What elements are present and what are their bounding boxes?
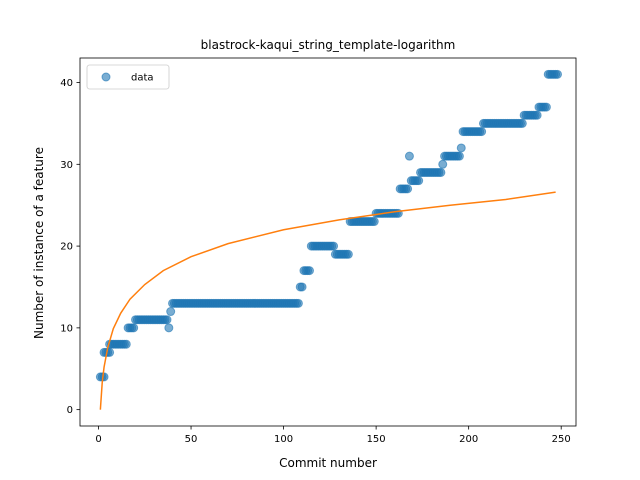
data-point xyxy=(129,323,139,333)
data-point xyxy=(343,249,353,259)
data-point xyxy=(552,69,562,79)
data-point xyxy=(456,143,466,153)
y-tick-label: 30 xyxy=(60,160,73,171)
data-point xyxy=(162,315,172,325)
x-tick-label: 200 xyxy=(459,434,478,445)
legend-label: data xyxy=(131,73,154,84)
data-point xyxy=(121,339,131,349)
x-tick-label: 100 xyxy=(274,434,293,445)
data-point xyxy=(403,184,413,194)
data-point xyxy=(99,372,109,382)
y-tick-label: 40 xyxy=(60,78,73,89)
legend-marker xyxy=(101,72,111,82)
plot-area: 0 50 100 150 200 250 0 10 20 30 40 data xyxy=(60,57,577,445)
x-axis-title: Commit number xyxy=(279,456,377,470)
y-tick-label: 0 xyxy=(67,405,73,416)
y-tick-label: 20 xyxy=(60,242,73,253)
data-point xyxy=(166,307,176,317)
data-point xyxy=(414,176,424,186)
x-tick-label: 150 xyxy=(367,434,386,445)
legend-box xyxy=(86,64,170,90)
data-point xyxy=(164,323,174,333)
data-point xyxy=(532,110,542,120)
data-point xyxy=(304,266,314,276)
data-point xyxy=(297,282,307,292)
fit-line xyxy=(99,191,556,410)
y-tick-label: 10 xyxy=(60,323,73,334)
data-point xyxy=(438,159,448,169)
data-point xyxy=(404,151,414,161)
data-point xyxy=(517,118,527,128)
data-point xyxy=(436,167,446,177)
x-tick-label: 50 xyxy=(185,434,198,445)
axes-frame xyxy=(79,57,577,427)
data-point xyxy=(454,151,464,161)
y-axis-title: Number of instance of a feature xyxy=(32,147,46,339)
data-point xyxy=(369,217,379,227)
data-point xyxy=(541,102,551,112)
data-point xyxy=(329,241,339,251)
data-point xyxy=(477,127,487,137)
x-tick-label: 250 xyxy=(552,434,571,445)
chart-title: blastrock-kaqui_string_template-logarith… xyxy=(201,38,456,52)
x-tick-label: 0 xyxy=(95,434,101,445)
data-point xyxy=(293,298,303,308)
